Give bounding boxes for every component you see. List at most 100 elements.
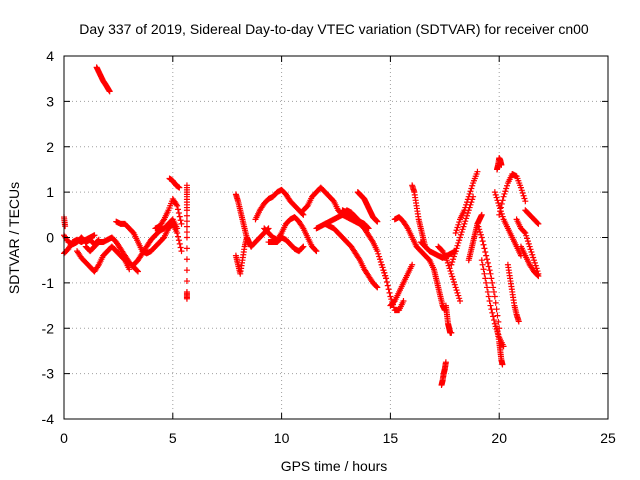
data-point [531, 257, 538, 264]
data-point [476, 226, 483, 233]
data-point [485, 263, 492, 270]
series-arc-t [354, 189, 381, 225]
series-arc-f [130, 216, 181, 268]
data-points [61, 64, 542, 388]
data-point [479, 261, 486, 268]
data-point [455, 292, 462, 299]
data-point [462, 218, 469, 225]
data-point [299, 224, 306, 231]
data-point [183, 234, 190, 241]
series-arc-i [166, 175, 183, 191]
data-point [94, 263, 101, 270]
data-point [452, 284, 459, 291]
data-point [495, 200, 502, 207]
data-point [456, 295, 463, 302]
data-point [299, 210, 306, 217]
data-point [383, 278, 390, 285]
data-point [374, 248, 381, 255]
data-point [383, 275, 390, 282]
data-point [376, 256, 383, 263]
data-point [478, 257, 485, 264]
data-point [369, 237, 376, 244]
data-point [459, 226, 466, 233]
data-point [464, 209, 471, 216]
series-arc-n [261, 214, 320, 255]
data-point [461, 207, 468, 214]
data-point [490, 284, 497, 291]
series-arc-ab [442, 302, 455, 336]
series-arc-g [152, 195, 185, 232]
data-point [535, 273, 542, 280]
data-point [497, 204, 504, 211]
series-arc-l [232, 191, 272, 250]
series-arc-aj [494, 325, 506, 368]
data-point [374, 284, 381, 291]
data-point [134, 268, 141, 275]
data-point [517, 184, 524, 191]
series-arc-ak [491, 189, 524, 259]
data-point [450, 278, 457, 285]
x-tick-label: 25 [600, 430, 616, 446]
data-point [483, 279, 490, 286]
data-point [501, 190, 508, 197]
data-point [518, 187, 525, 194]
data-point [183, 212, 190, 219]
data-point [494, 312, 501, 319]
data-point [447, 268, 454, 275]
data-point [458, 229, 465, 236]
data-point [463, 215, 470, 222]
data-point [522, 198, 529, 205]
y-tick-label: 0 [46, 230, 54, 246]
data-point [91, 232, 98, 239]
data-point [313, 248, 320, 255]
data-point [499, 213, 506, 220]
data-point [502, 188, 509, 195]
data-point [451, 281, 458, 288]
data-point [532, 262, 539, 269]
data-point [478, 211, 485, 218]
data-point [176, 213, 183, 220]
data-point [457, 234, 464, 241]
data-point [485, 293, 492, 300]
data-point [522, 229, 529, 236]
data-point [480, 241, 487, 248]
data-point [500, 193, 507, 200]
data-point [454, 289, 461, 296]
data-point [409, 261, 416, 268]
data-point [504, 182, 511, 189]
data-point [488, 306, 495, 313]
data-point [491, 293, 498, 300]
y-tick-label: 3 [46, 93, 54, 109]
data-point [531, 259, 538, 266]
data-point [467, 188, 474, 195]
data-point [444, 259, 451, 266]
data-point [484, 288, 491, 295]
data-point [381, 269, 388, 276]
data-point [183, 267, 190, 274]
data-point [515, 318, 522, 325]
data-point [448, 270, 455, 277]
series-arc-ag [474, 220, 503, 332]
data-point [452, 248, 459, 255]
data-point [379, 264, 386, 271]
data-point [457, 298, 464, 305]
y-tick-label: -2 [42, 320, 55, 336]
data-point [490, 317, 497, 324]
x-tick-label: 15 [383, 430, 399, 446]
series-arc-c [74, 243, 133, 275]
data-point [448, 261, 455, 268]
data-point [456, 237, 463, 244]
data-point [453, 245, 460, 252]
data-point [479, 238, 486, 245]
data-point [446, 265, 453, 272]
data-point [477, 231, 484, 238]
data-point [455, 239, 462, 246]
data-point [451, 250, 458, 257]
data-point [463, 212, 470, 219]
series-arc-j [183, 182, 190, 302]
chart-title: Day 337 of 2019, Sidereal Day-to-day VTE… [79, 21, 589, 37]
data-point [491, 189, 498, 196]
x-tick-label: 5 [169, 430, 177, 446]
data-point [375, 250, 382, 257]
data-point [488, 275, 495, 282]
